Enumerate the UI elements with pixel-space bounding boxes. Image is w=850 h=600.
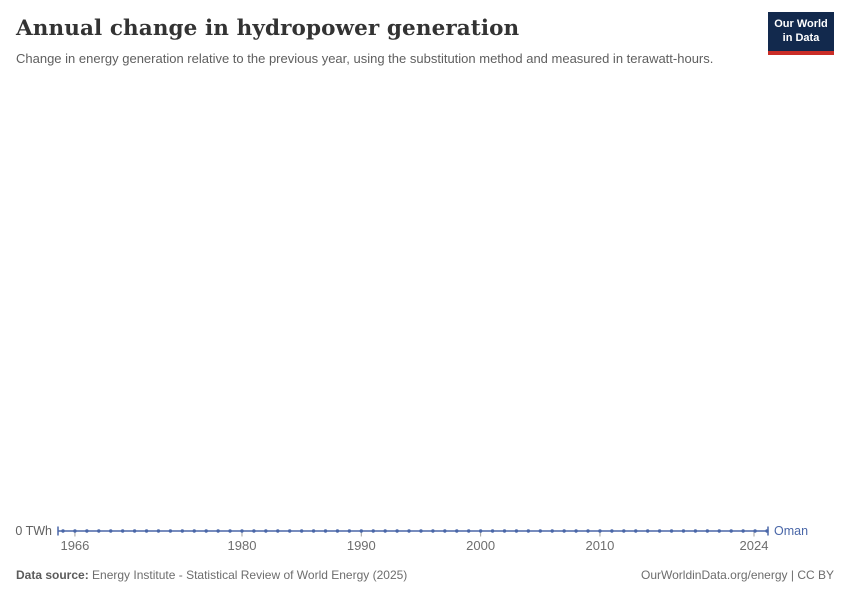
x-tick-label-1980: 1980 <box>227 538 257 553</box>
x-axis-tick-labels: 1966 1980 1990 2000 2010 2024 <box>0 538 850 554</box>
owid-logo-line2: in Data <box>782 31 820 44</box>
series-entity-label[interactable]: Oman <box>774 524 809 538</box>
plot-svg <box>57 526 769 537</box>
x-tick-label-2010: 2010 <box>585 538 615 553</box>
x-tick-label-1966: 1966 <box>60 538 90 553</box>
data-source-value: Energy Institute - Statistical Review of… <box>88 568 408 582</box>
data-source-label: Data source: <box>16 568 89 582</box>
owid-logo: Our World in Data <box>768 12 834 55</box>
chart-subtitle: Change in energy generation relative to … <box>16 51 714 66</box>
x-tick-label-2000: 2000 <box>466 538 496 553</box>
license-note[interactable]: OurWorldinData.org/energy | CC BY <box>641 568 834 582</box>
chart-header: Annual change in hydropower generation C… <box>16 16 754 69</box>
chart-footer: Data source: Energy Institute - Statisti… <box>16 568 834 582</box>
y-axis-zero-label: 0 TWh <box>15 524 52 538</box>
owid-logo-line1: Our World <box>774 18 828 31</box>
x-tick-label-1990: 1990 <box>346 538 376 553</box>
chart-title: Annual change in hydropower generation <box>16 16 520 41</box>
data-source-note: Data source: Energy Institute - Statisti… <box>16 568 407 582</box>
x-tick-label-2024: 2024 <box>739 538 769 553</box>
